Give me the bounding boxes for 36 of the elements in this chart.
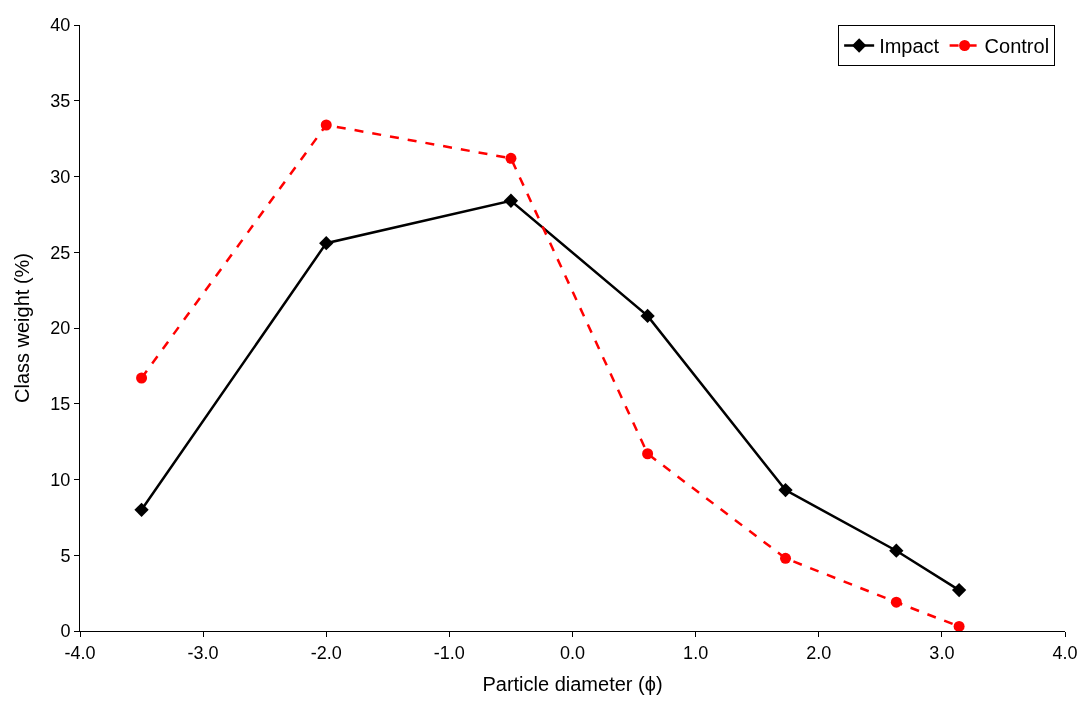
y-tick-label: 35 (50, 91, 71, 112)
point (640, 308, 655, 324)
y-tick-label: 30 (50, 166, 71, 187)
point (136, 372, 148, 384)
x-axis-title: Particle diameter (ϕ) (482, 673, 663, 696)
legend-label: Control (984, 35, 1050, 58)
x-tick-label: -3.0 (187, 642, 219, 663)
y-tick-label: 20 (50, 318, 71, 339)
point (503, 193, 519, 208)
x-tick-label: -2.0 (310, 642, 342, 663)
point (780, 552, 792, 564)
y-tick-label: 25 (50, 242, 71, 263)
x-tick-label: 2.0 (806, 642, 832, 663)
point (890, 596, 902, 608)
y-axis-title: Class weight (%) (10, 252, 33, 404)
x-tick-label: 4.0 (1052, 642, 1078, 663)
x-tick-label: 0.0 (559, 642, 586, 663)
y-tick-label: 40 (50, 15, 71, 36)
point (642, 448, 654, 460)
x-tick-label: -4.0 (64, 642, 96, 663)
x-tick-label: 1.0 (683, 642, 709, 663)
y-tick-label: 0 (60, 621, 71, 642)
y-tick-label: 15 (50, 394, 71, 415)
point (889, 543, 904, 558)
y-tick-label: 10 (50, 469, 71, 490)
x-tick-label: 3.0 (929, 642, 955, 663)
point (951, 582, 967, 598)
point (505, 152, 517, 164)
point (778, 482, 793, 498)
point (953, 620, 965, 631)
point (134, 502, 149, 517)
point (319, 236, 334, 251)
legend-label: Impact (879, 35, 940, 58)
y-tick-label: 5 (60, 545, 71, 566)
point (320, 119, 332, 131)
x-tick-label: -1.0 (433, 642, 465, 663)
